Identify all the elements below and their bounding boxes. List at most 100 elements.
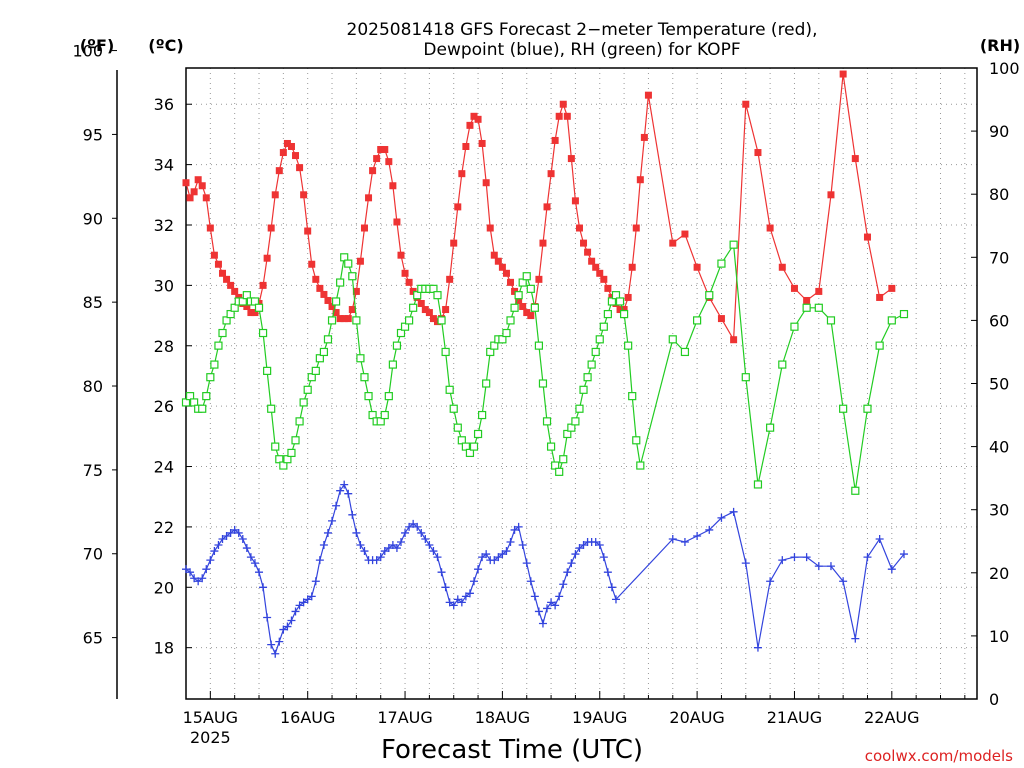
rh-point <box>295 417 304 426</box>
rh-tick-label: 30 <box>989 501 1009 520</box>
rh-tick-label: 10 <box>989 627 1009 646</box>
temperature-point <box>766 224 774 232</box>
temperature-point <box>287 142 295 150</box>
rh-point <box>469 442 479 451</box>
temperature-point <box>263 254 271 262</box>
temperature-point <box>251 309 259 317</box>
rh-point <box>534 341 544 350</box>
dewpoint-point <box>498 550 507 559</box>
temperature-point <box>523 309 531 317</box>
dewpoint-point <box>202 565 211 574</box>
temperature-point <box>839 70 847 78</box>
temperature-point <box>543 203 551 211</box>
temperature-point <box>365 194 373 202</box>
temperature-point <box>778 263 786 271</box>
dewpoint-point <box>705 525 714 534</box>
temperature-point <box>636 176 644 184</box>
dewpoint-point <box>380 547 389 556</box>
dewpoint-point <box>271 649 280 658</box>
rh-point <box>384 392 393 401</box>
rh-point <box>360 373 369 382</box>
rh-point <box>502 328 511 338</box>
time-tick-label: 19AUG <box>572 708 627 727</box>
dewpoint-point <box>437 568 446 577</box>
temperature-point <box>243 303 251 311</box>
dewpoint-point <box>591 538 600 547</box>
rh-point <box>814 303 823 312</box>
rh-tick-label: 70 <box>989 248 1009 267</box>
temperature-point <box>863 233 871 241</box>
dewpoint-point <box>814 562 823 571</box>
temperature-point <box>446 275 454 283</box>
temperature-point <box>535 275 543 283</box>
watermark: coolwx.com/models <box>865 747 1013 765</box>
fahrenheit-tick-label: 70 <box>83 545 103 564</box>
rh-point <box>392 341 402 350</box>
temperature-point <box>373 155 381 163</box>
rh-point <box>851 486 860 495</box>
dewpoint-point <box>599 553 608 562</box>
rh-point <box>445 385 454 394</box>
temperature-point <box>693 263 701 271</box>
rh-point <box>575 404 584 413</box>
temperature-point <box>604 284 612 292</box>
dewpoint-point <box>526 577 535 586</box>
rh-point <box>899 309 909 319</box>
dewpoint-point <box>607 583 616 592</box>
temperature-point <box>405 278 413 286</box>
temperature-point <box>575 224 583 232</box>
dewpoint-point <box>287 616 296 625</box>
rh-point <box>388 360 397 369</box>
dewpoint-point <box>559 580 568 589</box>
temperature-point <box>296 164 304 172</box>
temperature-point <box>616 306 624 314</box>
temperature-point <box>442 306 450 314</box>
dewpoint-point <box>226 528 235 537</box>
dewpoint-point <box>263 613 272 622</box>
dewpoint-point <box>465 589 474 598</box>
dewpoint-point <box>482 550 491 559</box>
rh-point <box>356 354 365 363</box>
rh-point <box>599 322 608 331</box>
rh-point <box>303 385 312 394</box>
temperature-point <box>304 227 312 235</box>
left-axis-unit-f: (ºF) <box>80 36 115 55</box>
temperature-point <box>190 188 198 196</box>
fahrenheit-tick-label: 90 <box>83 209 103 228</box>
temperature-point <box>275 167 283 175</box>
dewpoint-point <box>332 501 341 510</box>
dewpoint-point <box>388 541 397 550</box>
temperature-line <box>185 73 893 342</box>
time-tick-label: 21AUG <box>767 708 822 727</box>
celsius-tick-label: 20 <box>154 578 174 597</box>
temperature-point <box>332 309 340 317</box>
celsius-tick-label: 28 <box>154 337 174 356</box>
dewpoint-point <box>336 486 345 495</box>
temperature-point <box>316 284 324 292</box>
rh-point <box>619 309 629 319</box>
dewpoint-point <box>543 604 552 613</box>
temperature-point <box>401 269 409 277</box>
dewpoint-point <box>693 531 702 540</box>
dewpoint-point <box>340 480 349 489</box>
dewpoint-point <box>551 601 560 610</box>
temperature-point <box>474 115 482 123</box>
temperature-point <box>462 142 470 150</box>
dewpoint-point <box>518 541 527 550</box>
rh-point <box>254 303 264 312</box>
rh-point <box>206 373 215 382</box>
fahrenheit-tick-label: 65 <box>83 629 103 648</box>
temperature-point <box>360 224 368 232</box>
dewpoint-point <box>453 595 462 604</box>
fahrenheit-tick-label: 80 <box>83 377 103 396</box>
temperature-point <box>292 152 300 160</box>
temperature-point <box>227 281 235 289</box>
fahrenheit-tick-label: 85 <box>83 293 103 312</box>
dewpoint-point <box>449 601 458 610</box>
dewpoint-point <box>826 562 835 571</box>
temperature-point <box>320 290 328 298</box>
chart-title-line1: 2025081418 GFS Forecast 2−meter Temperat… <box>347 20 818 40</box>
dewpoint-point <box>899 550 908 559</box>
rh-point <box>364 392 373 401</box>
